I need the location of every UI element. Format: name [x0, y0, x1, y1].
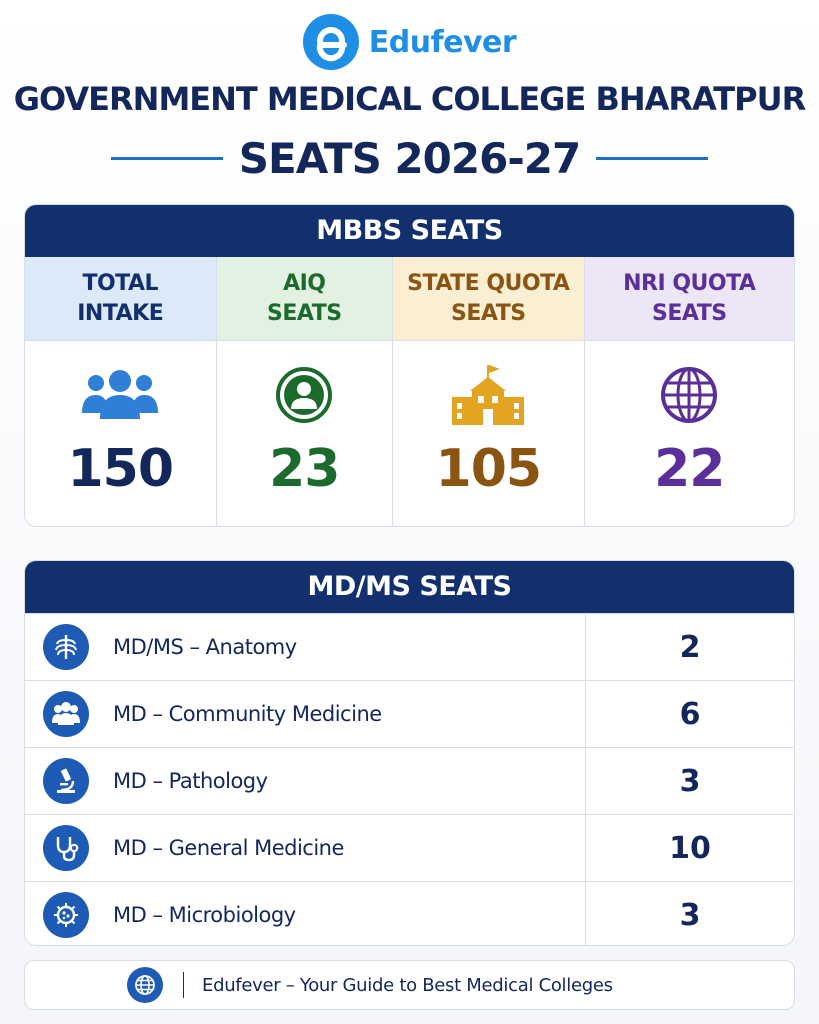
footer-divider — [183, 972, 184, 998]
brand-name: Edufever — [368, 24, 517, 60]
row-value: 2 — [679, 629, 701, 665]
aiq-seats-column: AIQ SEATS 23 — [216, 257, 394, 526]
mbbs-grid: TOTAL INTAKE 150 AIQ SEATS — [25, 257, 794, 526]
total-intake-header: TOTAL INTAKE — [25, 257, 216, 341]
right-divider — [596, 156, 709, 160]
globe-icon — [649, 365, 729, 425]
header-line: SEATS — [451, 300, 526, 326]
mdms-seats-card: MD/MS SEATS MD/MS – Anatomy 2 — [24, 560, 795, 946]
ribcage-icon — [43, 624, 89, 670]
nri-quota-header: NRI QUOTA SEATS — [584, 257, 794, 341]
header-line: NRI QUOTA — [623, 270, 756, 296]
header-line: SEATS — [652, 300, 727, 326]
mdms-heading: MD/MS SEATS — [25, 561, 794, 613]
state-quota-value: 105 — [435, 439, 543, 499]
table-row: MD – Pathology 3 — [25, 747, 794, 814]
table-row: MD/MS – Anatomy 2 — [25, 613, 794, 680]
subtitle-row: SEATS 2026-27 — [0, 130, 819, 186]
row-value: 6 — [679, 696, 701, 732]
mbbs-seats-card: MBBS SEATS TOTAL INTAKE 150 — [24, 204, 795, 527]
microscope-icon — [43, 758, 89, 804]
state-quota-header: STATE QUOTA SEATS — [393, 257, 584, 341]
school-building-icon — [448, 365, 528, 425]
community-group-icon — [43, 691, 89, 737]
total-intake-value: 150 — [67, 439, 174, 499]
table-row: MD – Microbiology 3 — [25, 881, 794, 945]
user-circle-icon — [264, 365, 344, 425]
table-row: MD – Community Medicine 6 — [25, 680, 794, 747]
left-divider — [110, 156, 223, 160]
edufever-logo-icon — [302, 14, 359, 70]
row-value: 3 — [679, 763, 701, 799]
page-subtitle: SEATS 2026-27 — [238, 133, 581, 183]
row-label: MD – Community Medicine — [113, 702, 382, 726]
aiq-seats-header: AIQ SEATS — [216, 257, 393, 341]
header-line: AIQ — [283, 270, 326, 296]
nri-quota-column: NRI QUOTA SEATS 22 — [584, 257, 794, 526]
footer-text: Edufever – Your Guide to Best Medical Co… — [202, 974, 613, 996]
users-group-icon — [80, 365, 160, 425]
aiq-seats-value: 23 — [269, 439, 340, 499]
page-title: GOVERNMENT MEDICAL COLLEGE BHARATPUR — [13, 80, 806, 118]
row-label: MD – Pathology — [113, 769, 268, 793]
globe-icon — [127, 967, 163, 1003]
header-line: SEATS — [267, 300, 342, 326]
mbbs-heading: MBBS SEATS — [25, 205, 794, 257]
stethoscope-icon — [43, 825, 89, 871]
header-line: TOTAL — [82, 270, 159, 296]
microbe-icon — [43, 892, 89, 938]
footer-bar: Edufever – Your Guide to Best Medical Co… — [24, 960, 795, 1010]
row-label: MD – General Medicine — [113, 836, 344, 860]
nri-quota-value: 22 — [654, 439, 725, 499]
table-row: MD – General Medicine 10 — [25, 814, 794, 881]
state-quota-column: STATE QUOTA SEATS — [393, 257, 585, 526]
row-label: MD/MS – Anatomy — [113, 635, 297, 659]
total-intake-column: TOTAL INTAKE 150 — [25, 257, 217, 526]
header-line: INTAKE — [77, 300, 164, 326]
row-label: MD – Microbiology — [113, 903, 296, 927]
row-value: 3 — [679, 897, 701, 933]
header-line: STATE QUOTA — [407, 270, 570, 296]
row-value: 10 — [669, 830, 711, 866]
brand-logo: Edufever — [0, 12, 819, 72]
